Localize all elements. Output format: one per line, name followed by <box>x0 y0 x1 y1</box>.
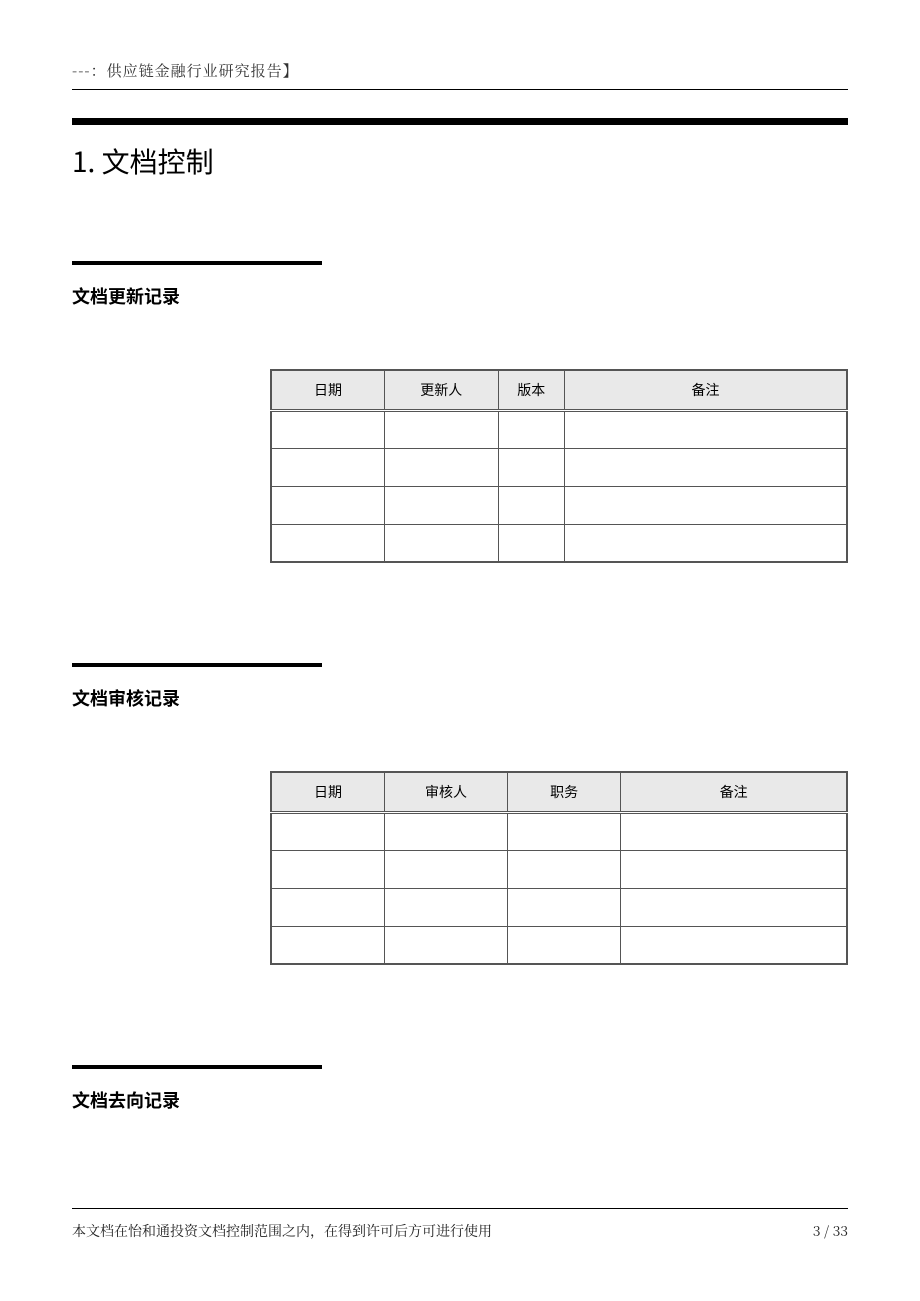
table-cell <box>385 850 508 888</box>
footer-row: 本文档在怡和通投资文档控制范围之内，在得到许可后方可进行使用 3 / 33 <box>72 1221 848 1241</box>
table-header-cell: 备注 <box>621 772 847 812</box>
table-header-cell: 备注 <box>565 370 847 410</box>
page: ---：供应链金融行业研究报告】 1. 文档控制 文档更新记录 日期更新人版本备… <box>0 0 920 1113</box>
table-cell <box>507 926 620 964</box>
table-cell <box>507 850 620 888</box>
table-cell <box>507 812 620 850</box>
page-footer: 本文档在怡和通投资文档控制范围之内，在得到许可后方可进行使用 3 / 33 <box>72 1208 848 1241</box>
table-cell <box>271 410 385 448</box>
table-cell <box>271 448 385 486</box>
table-header-cell: 职务 <box>507 772 620 812</box>
table-cell <box>565 524 847 562</box>
table-cell <box>621 926 847 964</box>
section-rule <box>72 663 322 667</box>
table-cell <box>385 524 498 562</box>
table-row <box>271 524 847 562</box>
table-cell <box>498 524 565 562</box>
table-row <box>271 850 847 888</box>
table-cell <box>621 888 847 926</box>
section-rule <box>72 261 322 265</box>
table-cell <box>271 812 385 850</box>
header-rule <box>72 89 848 90</box>
table-row <box>271 812 847 850</box>
review-table: 日期审核人职务备注 <box>270 771 848 965</box>
table-cell <box>385 926 508 964</box>
table-cell <box>498 410 565 448</box>
table-header-cell: 日期 <box>271 772 385 812</box>
table-cell <box>271 486 385 524</box>
page-header-text: ---：供应链金融行业研究报告】 <box>72 60 848 81</box>
table-cell <box>385 812 508 850</box>
section-title-review: 文档审核记录 <box>72 685 848 711</box>
table-row <box>271 486 847 524</box>
table-cell <box>385 888 508 926</box>
section-rule <box>72 1065 322 1069</box>
table-row <box>271 888 847 926</box>
table-row <box>271 448 847 486</box>
table-cell <box>498 486 565 524</box>
table-cell <box>385 448 498 486</box>
table-header-cell: 日期 <box>271 370 385 410</box>
table-header-cell: 更新人 <box>385 370 498 410</box>
update-table: 日期更新人版本备注 <box>270 369 848 563</box>
table-cell <box>507 888 620 926</box>
table-cell <box>565 410 847 448</box>
table-cell <box>565 448 847 486</box>
title-rule <box>72 118 848 125</box>
table-cell <box>385 486 498 524</box>
update-table-wrap: 日期更新人版本备注 <box>270 369 848 563</box>
footer-right: 3 / 33 <box>813 1221 848 1241</box>
section-title-update: 文档更新记录 <box>72 283 848 309</box>
table-cell <box>621 812 847 850</box>
table-cell <box>271 926 385 964</box>
section-title-dispatch: 文档去向记录 <box>72 1087 848 1113</box>
table-row <box>271 410 847 448</box>
table-header-cell: 版本 <box>498 370 565 410</box>
table-cell <box>565 486 847 524</box>
table-cell <box>271 524 385 562</box>
footer-rule <box>72 1208 848 1209</box>
main-title: 1. 文档控制 <box>72 141 848 181</box>
table-cell <box>271 850 385 888</box>
footer-left: 本文档在怡和通投资文档控制范围之内，在得到许可后方可进行使用 <box>72 1221 492 1241</box>
table-row <box>271 926 847 964</box>
review-table-wrap: 日期审核人职务备注 <box>270 771 848 965</box>
table-header-cell: 审核人 <box>385 772 508 812</box>
table-cell <box>621 850 847 888</box>
table-cell <box>498 448 565 486</box>
table-cell <box>385 410 498 448</box>
table-cell <box>271 888 385 926</box>
